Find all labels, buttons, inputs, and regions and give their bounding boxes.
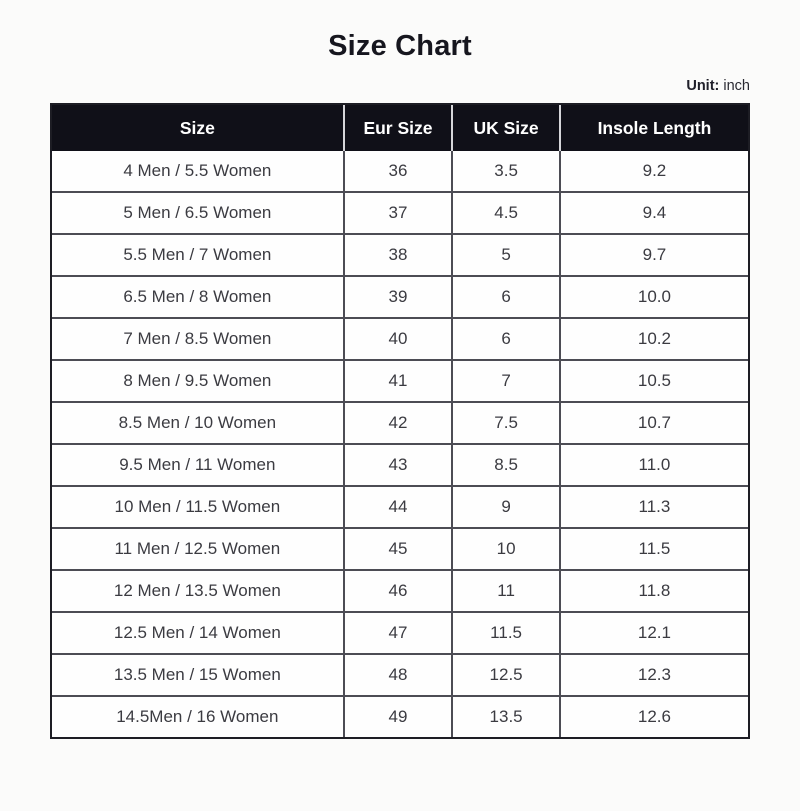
table-cell: 10	[453, 527, 561, 569]
table-cell: 9	[453, 485, 561, 527]
table-cell: 44	[344, 485, 454, 527]
table-cell: 14.5Men / 16 Women	[52, 695, 345, 737]
table-cell: 12.5	[453, 653, 561, 695]
table-cell: 11 Men / 12.5 Women	[52, 527, 345, 569]
size-chart-table: Size Eur Size UK Size Insole Length 4 Me…	[50, 103, 750, 739]
table-body: 4 Men / 5.5 Women 36 3.5 9.2 5 Men / 6.5 Wom…	[52, 151, 748, 737]
table-cell: 9.4	[560, 191, 748, 233]
table-cell: 49	[344, 695, 454, 737]
table-cell: 5	[453, 233, 561, 275]
table-cell: 11.5	[453, 611, 561, 653]
table-cell: 3.5	[453, 151, 561, 191]
table-cell: 45	[344, 527, 454, 569]
table-row: 12 Men / 13.5 Women 46 11 11.8	[52, 569, 748, 611]
table-cell: 12.3	[560, 653, 748, 695]
table-cell: 11	[453, 569, 561, 611]
table-cell: 39	[344, 275, 454, 317]
table-cell: 12.1	[560, 611, 748, 653]
table-cell: 13.5 Men / 15 Women	[52, 653, 345, 695]
table-cell: 7 Men / 8.5 Women	[52, 317, 345, 359]
table-container: Unit: inch Size Eur Size UK Size Insole …	[50, 78, 750, 739]
table-header: Size Eur Size UK Size Insole Length	[52, 105, 748, 151]
table-row: 11 Men / 12.5 Women 45 10 11.5	[52, 527, 748, 569]
table-row: 14.5Men / 16 Women 49 13.5 12.6	[52, 695, 748, 737]
column-header-size: Size	[52, 105, 345, 151]
table-cell: 7	[453, 359, 561, 401]
table-cell: 43	[344, 443, 454, 485]
table-cell: 37	[344, 191, 454, 233]
header-row: Size Eur Size UK Size Insole Length	[52, 105, 748, 151]
table-cell: 8.5 Men / 10 Women	[52, 401, 345, 443]
table-cell: 7.5	[453, 401, 561, 443]
table-cell: 12 Men / 13.5 Women	[52, 569, 345, 611]
table-cell: 4 Men / 5.5 Women	[52, 151, 345, 191]
table-row: 6.5 Men / 8 Women 39 6 10.0	[52, 275, 748, 317]
table-cell: 12.6	[560, 695, 748, 737]
table-cell: 6	[453, 275, 561, 317]
table-row: 8 Men / 9.5 Women 41 7 10.5	[52, 359, 748, 401]
table-cell: 40	[344, 317, 454, 359]
table-cell: 48	[344, 653, 454, 695]
table-cell: 11.5	[560, 527, 748, 569]
table-cell: 9.2	[560, 151, 748, 191]
table-cell: 4.5	[453, 191, 561, 233]
table-cell: 8 Men / 9.5 Women	[52, 359, 345, 401]
page-title: Size Chart	[328, 30, 472, 62]
table-row: 9.5 Men / 11 Women 43 8.5 11.0	[52, 443, 748, 485]
table-cell: 10.7	[560, 401, 748, 443]
table-cell: 10.0	[560, 275, 748, 317]
table-row: 10 Men / 11.5 Women 44 9 11.3	[52, 485, 748, 527]
table-cell: 47	[344, 611, 454, 653]
table-cell: 6.5 Men / 8 Women	[52, 275, 345, 317]
table-row: 5 Men / 6.5 Women 37 4.5 9.4	[52, 191, 748, 233]
table-row: 4 Men / 5.5 Women 36 3.5 9.2	[52, 151, 748, 191]
table-cell: 10.2	[560, 317, 748, 359]
table-cell: 42	[344, 401, 454, 443]
column-header-eur-size: Eur Size	[344, 105, 454, 151]
table-row: 7 Men / 8.5 Women 40 6 10.2	[52, 317, 748, 359]
unit-label: Unit:	[686, 78, 720, 94]
table-cell: 11.0	[560, 443, 748, 485]
table-cell: 9.7	[560, 233, 748, 275]
table-row: 13.5 Men / 15 Women 48 12.5 12.3	[52, 653, 748, 695]
table-cell: 11.3	[560, 485, 748, 527]
table-cell: 9.5 Men / 11 Women	[52, 443, 345, 485]
table-cell: 10 Men / 11.5 Women	[52, 485, 345, 527]
column-header-insole-length: Insole Length	[560, 105, 748, 151]
table-cell: 46	[344, 569, 454, 611]
table-cell: 5.5 Men / 7 Women	[52, 233, 345, 275]
table-row: 8.5 Men / 10 Women 42 7.5 10.7	[52, 401, 748, 443]
unit-value: inch	[719, 78, 750, 94]
column-header-uk-size: UK Size	[453, 105, 561, 151]
table-cell: 6	[453, 317, 561, 359]
table-cell: 41	[344, 359, 454, 401]
unit-note: Unit: inch	[50, 78, 750, 94]
table-cell: 13.5	[453, 695, 561, 737]
table-row: 12.5 Men / 14 Women 47 11.5 12.1	[52, 611, 748, 653]
table-cell: 36	[344, 151, 454, 191]
table-cell: 12.5 Men / 14 Women	[52, 611, 345, 653]
table-cell: 10.5	[560, 359, 748, 401]
table-row: 5.5 Men / 7 Women 38 5 9.7	[52, 233, 748, 275]
table-cell: 8.5	[453, 443, 561, 485]
table-cell: 38	[344, 233, 454, 275]
table-cell: 5 Men / 6.5 Women	[52, 191, 345, 233]
table-cell: 11.8	[560, 569, 748, 611]
